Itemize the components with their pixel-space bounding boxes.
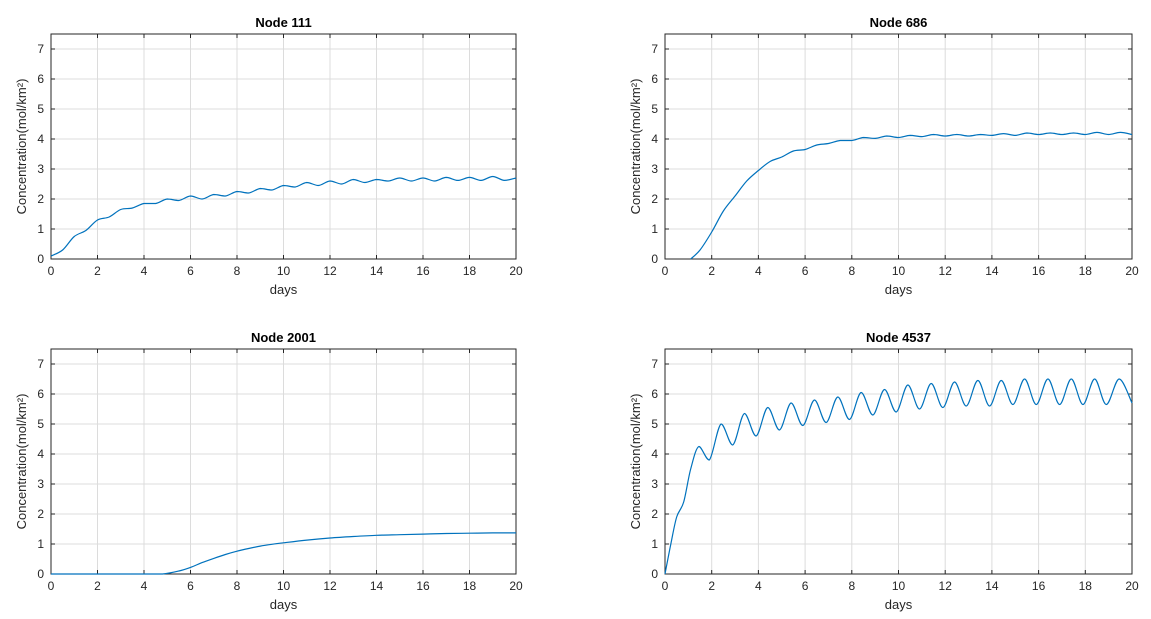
x-tick-label: 10: [277, 264, 291, 278]
y-tick-label: 3: [37, 162, 44, 176]
y-tick-label: 0: [37, 252, 44, 266]
series-line: [690, 131, 1133, 260]
y-tick-label: 7: [37, 357, 44, 371]
y-tick-label: 1: [651, 537, 658, 551]
x-tick-label: 16: [416, 264, 430, 278]
x-tick-label: 0: [662, 579, 669, 593]
y-tick-label: 1: [651, 222, 658, 236]
y-tick-label: 0: [651, 252, 658, 266]
x-tick-label: 4: [755, 579, 762, 593]
x-tick-label: 10: [892, 579, 906, 593]
x-tick-label: 6: [802, 264, 809, 278]
x-tick-label: 16: [1032, 579, 1046, 593]
x-axis-label: days: [885, 597, 913, 612]
series-line: [51, 532, 516, 575]
series-line: [664, 378, 1133, 575]
x-tick-label: 16: [1032, 264, 1046, 278]
y-tick-label: 3: [37, 477, 44, 491]
x-tick-label: 0: [48, 579, 55, 593]
y-tick-label: 0: [651, 567, 658, 581]
x-tick-label: 18: [463, 579, 477, 593]
y-tick-label: 4: [651, 447, 658, 461]
x-tick-label: 6: [187, 579, 194, 593]
y-tick-label: 5: [37, 417, 44, 431]
x-tick-label: 20: [509, 579, 523, 593]
y-tick-label: 2: [37, 192, 44, 206]
x-tick-label: 18: [1079, 579, 1093, 593]
x-tick-label: 0: [48, 264, 55, 278]
x-tick-label: 14: [985, 264, 999, 278]
x-tick-label: 2: [94, 264, 101, 278]
y-tick-label: 6: [651, 72, 658, 86]
x-tick-label: 8: [848, 579, 855, 593]
y-tick-label: 6: [37, 387, 44, 401]
y-tick-label: 2: [37, 507, 44, 521]
y-axis-label: Concentration(mol/km²): [14, 394, 29, 530]
chart-title: Node 4537: [866, 330, 931, 345]
x-tick-label: 14: [370, 264, 384, 278]
x-tick-label: 18: [1079, 264, 1093, 278]
x-tick-label: 6: [187, 264, 194, 278]
x-tick-label: 4: [141, 579, 148, 593]
x-tick-label: 8: [234, 264, 241, 278]
x-tick-label: 12: [323, 264, 337, 278]
x-tick-label: 2: [94, 579, 101, 593]
x-tick-label: 12: [939, 579, 953, 593]
y-tick-label: 1: [37, 222, 44, 236]
y-tick-label: 6: [651, 387, 658, 401]
y-tick-label: 5: [651, 102, 658, 116]
x-tick-label: 16: [416, 579, 430, 593]
series-line: [50, 175, 517, 257]
x-tick-label: 12: [939, 264, 953, 278]
x-axis-label: days: [270, 282, 298, 297]
y-axis-label: Concentration(mol/km²): [628, 394, 643, 530]
x-tick-label: 14: [985, 579, 999, 593]
x-tick-label: 4: [755, 264, 762, 278]
x-tick-label: 18: [463, 264, 477, 278]
y-tick-label: 4: [37, 447, 44, 461]
y-tick-label: 3: [651, 477, 658, 491]
chart-title: Node 686: [870, 15, 928, 30]
y-tick-label: 7: [651, 42, 658, 56]
x-tick-label: 2: [708, 264, 715, 278]
y-tick-label: 3: [651, 162, 658, 176]
y-tick-label: 7: [651, 357, 658, 371]
chart-title: Node 111: [255, 15, 311, 30]
y-axis-label: Concentration(mol/km²): [628, 79, 643, 215]
y-tick-label: 7: [37, 42, 44, 56]
y-tick-label: 2: [651, 192, 658, 206]
x-tick-label: 2: [708, 579, 715, 593]
y-tick-label: 4: [37, 132, 44, 146]
y-tick-label: 5: [37, 102, 44, 116]
x-tick-label: 8: [848, 264, 855, 278]
y-tick-label: 5: [651, 417, 658, 431]
x-tick-label: 20: [509, 264, 523, 278]
x-tick-label: 20: [1125, 579, 1139, 593]
x-tick-label: 10: [277, 579, 291, 593]
x-tick-label: 6: [802, 579, 809, 593]
x-tick-label: 4: [141, 264, 148, 278]
x-tick-label: 0: [662, 264, 669, 278]
chart-title: Node 2001: [251, 330, 316, 345]
x-tick-label: 10: [892, 264, 906, 278]
x-tick-label: 20: [1125, 264, 1139, 278]
y-axis-label: Concentration(mol/km²): [14, 79, 29, 215]
x-axis-label: days: [885, 282, 913, 297]
x-axis-label: days: [270, 597, 298, 612]
x-tick-label: 14: [370, 579, 384, 593]
y-tick-label: 4: [651, 132, 658, 146]
y-tick-label: 0: [37, 567, 44, 581]
y-tick-label: 1: [37, 537, 44, 551]
x-tick-label: 8: [234, 579, 241, 593]
x-tick-label: 12: [323, 579, 337, 593]
y-tick-label: 6: [37, 72, 44, 86]
y-tick-label: 2: [651, 507, 658, 521]
